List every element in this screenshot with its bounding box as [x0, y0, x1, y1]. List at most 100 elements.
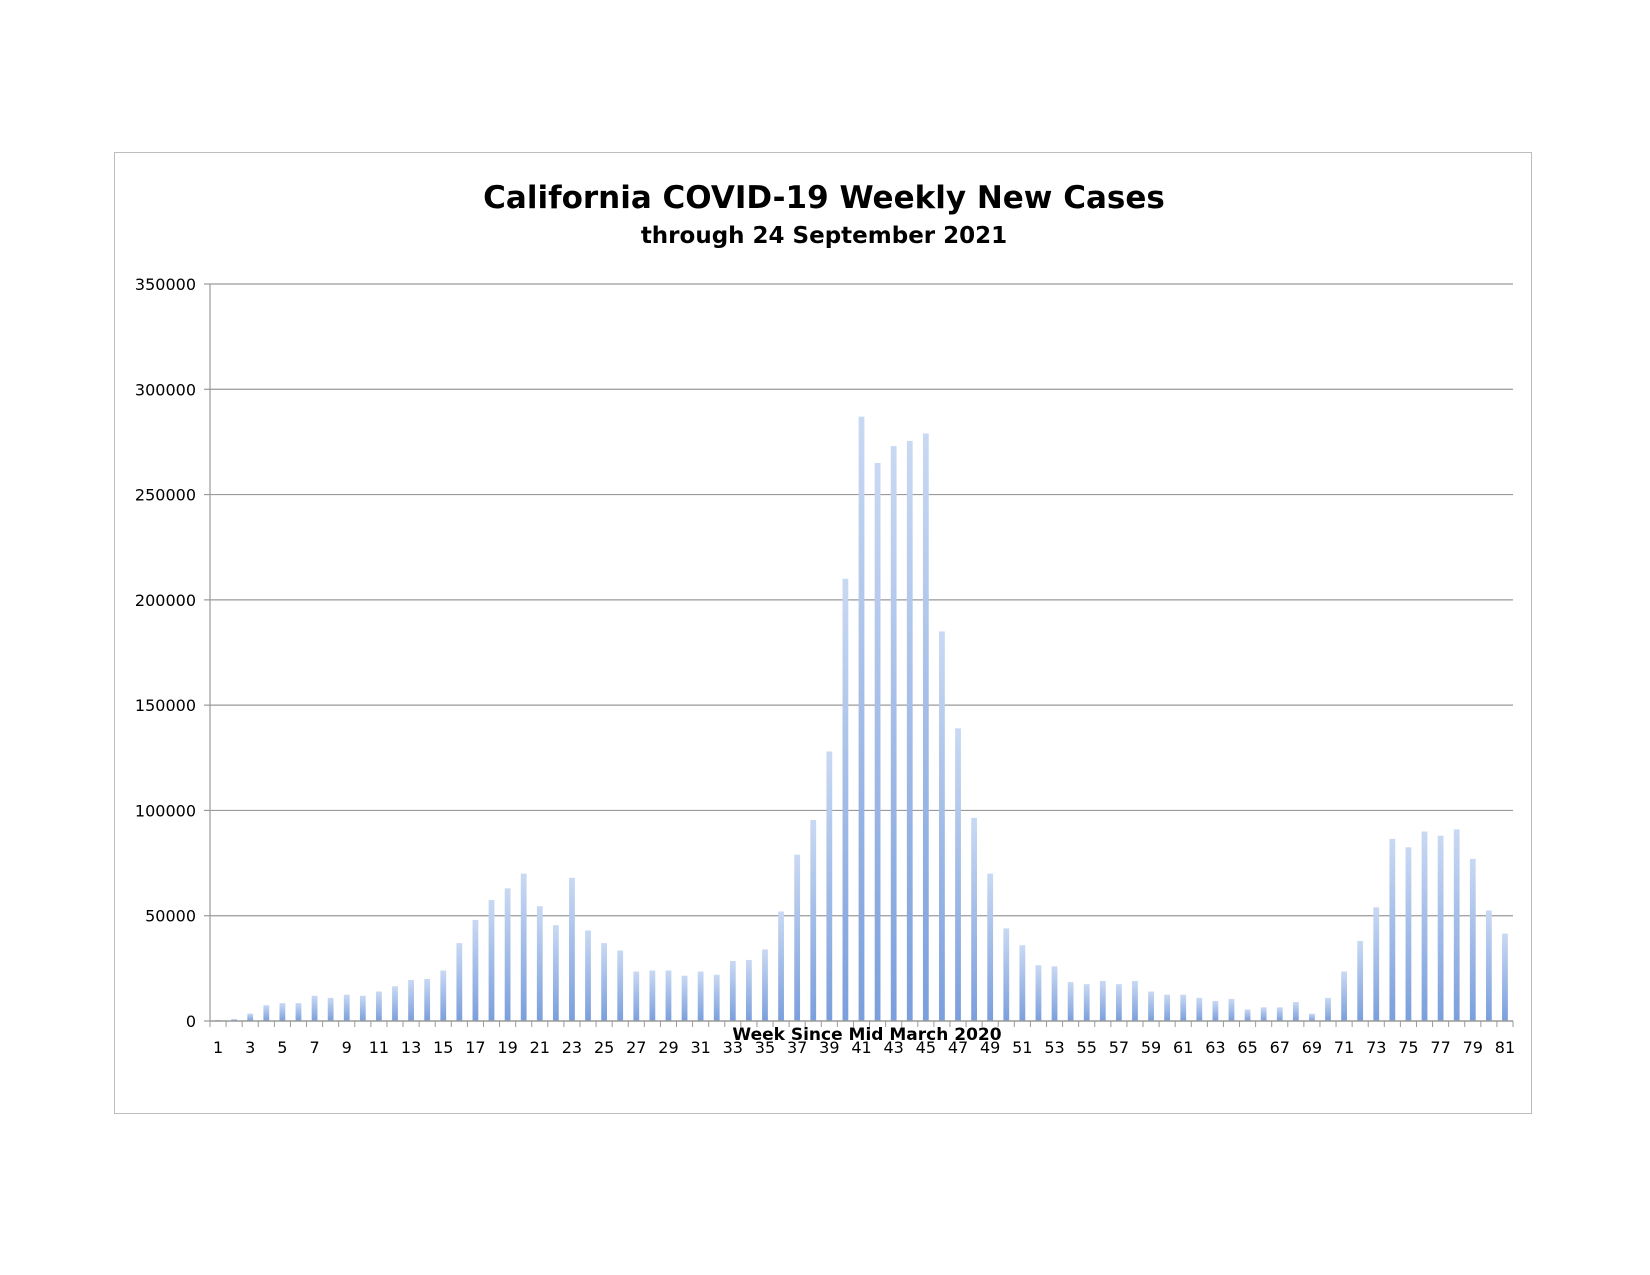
y-tick-label: 200000 [135, 591, 196, 610]
x-tick-label: 49 [980, 1038, 1000, 1057]
bars [215, 416, 1508, 1021]
x-tick-label: 29 [658, 1038, 678, 1057]
x-tick-label: 17 [465, 1038, 485, 1057]
bar [1019, 945, 1026, 1021]
x-tick-label: 37 [787, 1038, 807, 1057]
x-tick-label: 31 [690, 1038, 710, 1057]
x-tick-label: 63 [1205, 1038, 1225, 1057]
y-tick-label: 50000 [145, 907, 196, 926]
x-axis-label: Week Since Mid March 2020 [732, 1025, 1001, 1045]
x-tick-label: 51 [1012, 1038, 1032, 1057]
bar [1341, 971, 1347, 1021]
x-tick-label: 47 [948, 1038, 968, 1057]
bar [1164, 994, 1171, 1021]
bar [1051, 966, 1058, 1021]
y-tick-label: 350000 [135, 275, 196, 294]
bar [1196, 997, 1203, 1021]
x-tick-label: 73 [1366, 1038, 1386, 1057]
bar [1469, 858, 1476, 1021]
bar [408, 979, 414, 1021]
bar [922, 433, 929, 1021]
bar [1309, 1013, 1315, 1021]
bar [1244, 1009, 1251, 1021]
bar [890, 446, 897, 1021]
bar [1260, 1007, 1267, 1021]
x-tick-label: 33 [723, 1038, 743, 1057]
y-tick-label: 300000 [135, 380, 196, 399]
x-tick-label: 21 [530, 1038, 550, 1057]
bar [1212, 1000, 1219, 1021]
bar [842, 578, 849, 1021]
bar [617, 950, 624, 1021]
bar [1132, 980, 1138, 1021]
x-tick-label: 69 [1302, 1038, 1322, 1057]
bar [810, 819, 817, 1021]
bar [1180, 994, 1187, 1021]
x-tick-label: 59 [1141, 1038, 1161, 1057]
x-tick-label: 77 [1430, 1038, 1450, 1057]
bar [424, 978, 431, 1021]
bar [343, 994, 350, 1021]
bar [729, 960, 736, 1021]
x-tick-label: 7 [309, 1038, 319, 1057]
x-tick-label: 71 [1334, 1038, 1354, 1057]
bar [247, 1013, 254, 1021]
y-tick-label: 100000 [135, 801, 196, 820]
bar [858, 416, 865, 1021]
bar [1067, 982, 1074, 1021]
bar [826, 751, 833, 1021]
bar [1502, 933, 1508, 1021]
x-tick-label: 1 [213, 1038, 223, 1057]
bar [1389, 838, 1396, 1021]
x-tick-label: 11 [369, 1038, 389, 1057]
bar [762, 949, 768, 1021]
x-tick-label: 3 [245, 1038, 255, 1057]
x-tick-label: 79 [1463, 1038, 1483, 1057]
bar [1083, 984, 1090, 1021]
bar-chart: California COVID-19 Weekly New Cases thr… [135, 180, 1515, 1057]
x-axis-ticks: 1 3 5 7 9 11 13 15 17 19 21 23 25 27 29 31 33 35 37 39 41 43 4… [209, 1021, 1515, 1057]
bar [359, 995, 366, 1021]
bar [697, 971, 704, 1021]
bar [456, 943, 463, 1021]
bar [327, 997, 334, 1021]
bar [552, 925, 559, 1021]
chart-subtitle: through 24 September 2021 [641, 223, 1007, 249]
bar [263, 1005, 270, 1021]
x-tick-label: 67 [1270, 1038, 1290, 1057]
bar [1099, 980, 1106, 1021]
bar [1485, 910, 1492, 1021]
x-tick-label: 75 [1398, 1038, 1418, 1057]
bar [311, 995, 318, 1021]
y-tick-label: 250000 [135, 486, 196, 505]
x-tick-label: 25 [594, 1038, 614, 1057]
bar [971, 817, 978, 1021]
bar [440, 970, 447, 1021]
y-axis-ticks: 0 50000 100000 150000 200000 250000 300000 3500… [135, 275, 210, 1031]
chart-title: California COVID-19 Weekly New Cases [483, 180, 1165, 216]
bar [392, 986, 398, 1021]
bar [939, 631, 945, 1021]
bar [1292, 1002, 1299, 1021]
bar [1437, 835, 1444, 1021]
x-tick-label: 41 [851, 1038, 871, 1057]
bar [955, 728, 961, 1021]
chart-frame: California COVID-19 Weekly New Cases thr… [114, 152, 1532, 1114]
bar [504, 888, 511, 1021]
bar [713, 974, 720, 1021]
bar [681, 975, 688, 1021]
x-tick-label: 81 [1495, 1038, 1515, 1057]
bar [1421, 831, 1428, 1021]
bar [1405, 847, 1412, 1021]
x-tick-label: 65 [1237, 1038, 1257, 1057]
x-tick-label: 9 [342, 1038, 352, 1057]
bar [1035, 965, 1042, 1021]
bar [1003, 928, 1010, 1021]
y-tick-label: 0 [186, 1012, 196, 1031]
bar [231, 1019, 238, 1021]
bar [665, 970, 672, 1021]
bar [585, 930, 591, 1021]
bar [488, 899, 495, 1021]
bar [376, 991, 382, 1021]
bar [472, 919, 479, 1021]
